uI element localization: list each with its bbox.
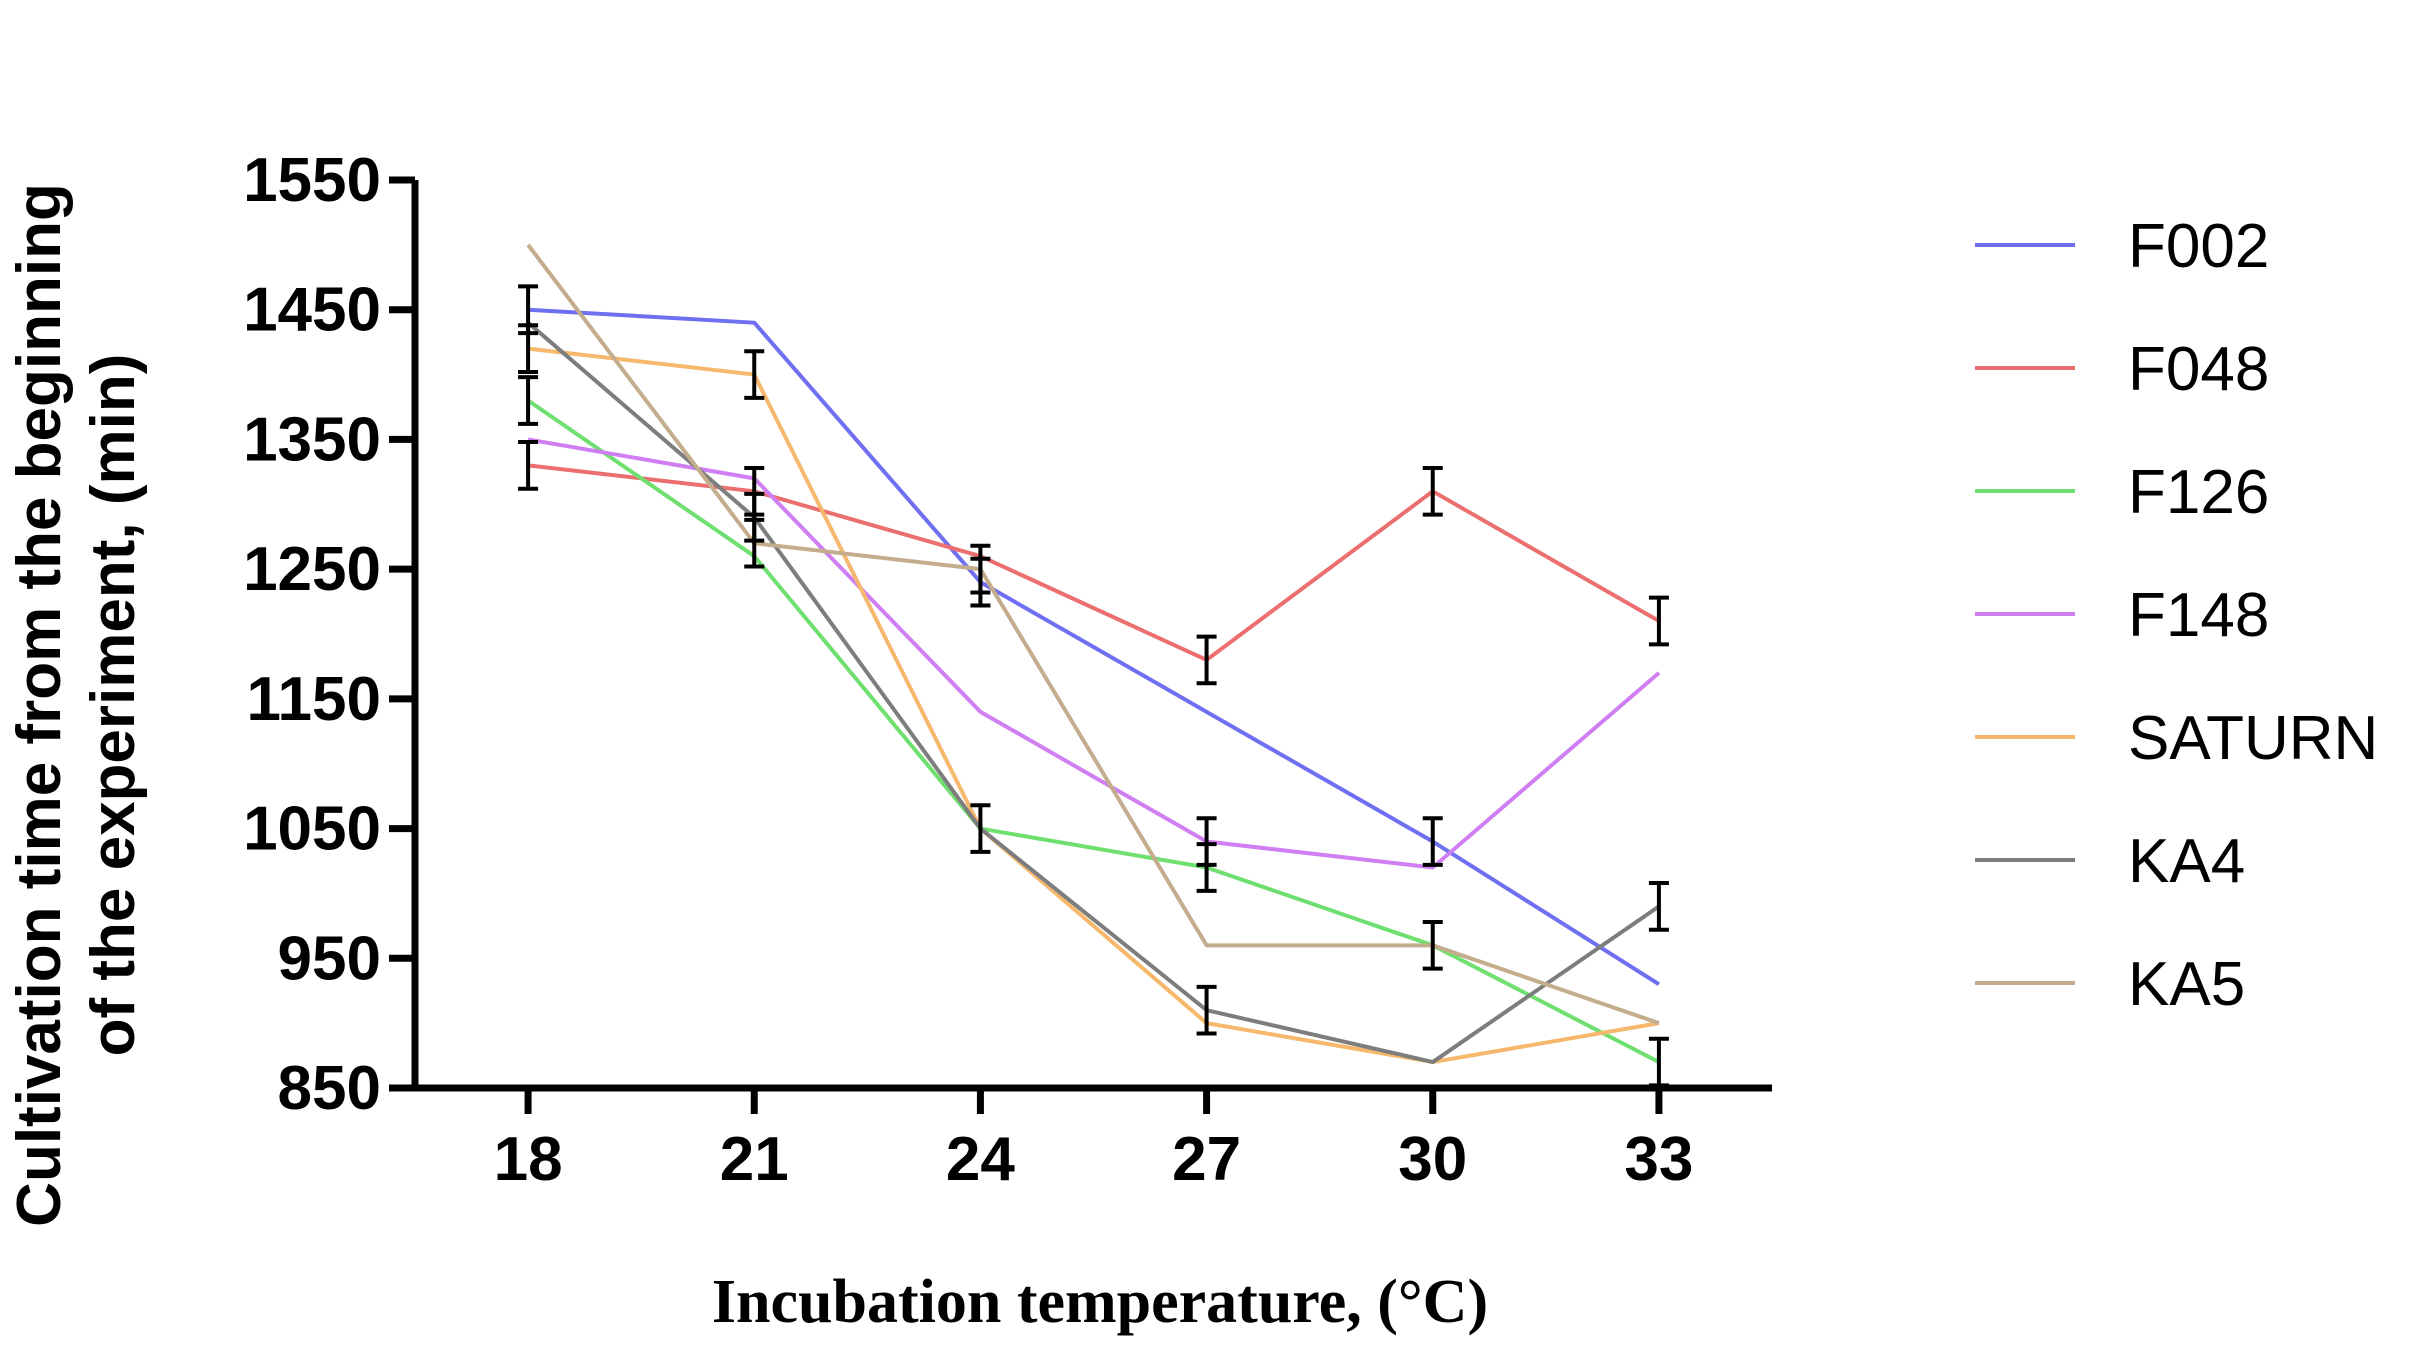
error-bar (744, 517, 765, 569)
y-tick-label: 1150 (246, 665, 381, 734)
legend: F002 F048 F126 F148 SATURN KA4 KA5 (1975, 212, 2378, 1019)
error-bar (1422, 816, 1443, 867)
y-tick-label: 1350 (243, 405, 381, 474)
legend-item-saturn: SATURN (1975, 704, 2378, 773)
y-tick-label: 1450 (243, 276, 381, 345)
legend-item-ka5: KA5 (1975, 950, 2245, 1019)
y-axis-title-line-1: Cultivation time from the beginning (5, 183, 74, 1227)
error-bar (518, 323, 539, 374)
series-lines (526, 243, 1661, 1065)
error-bar (1196, 634, 1217, 686)
legend-item-ka4: KA4 (1975, 827, 2245, 896)
legend-label: F148 (2128, 581, 2269, 650)
error-bar (1648, 1036, 1669, 1088)
y-tick-label: 850 (278, 1054, 381, 1123)
error-bar (970, 803, 991, 854)
error-bar (1196, 842, 1217, 893)
legend-label: KA4 (2128, 827, 2245, 896)
x-tick-label: 30 (1398, 1125, 1467, 1194)
error-bar (518, 440, 539, 491)
error-bar (744, 349, 765, 400)
legend-label: F002 (2128, 212, 2269, 281)
error-bar (970, 556, 991, 608)
legend-item-f002: F002 (1975, 212, 2269, 281)
error-bar (1196, 984, 1217, 1036)
series-line-ka4 (526, 321, 1661, 1065)
error-bar (1422, 465, 1443, 517)
x-tick-label: 24 (946, 1125, 1015, 1194)
x-tick-label: 27 (1172, 1125, 1241, 1194)
legend-label: SATURN (2128, 704, 2378, 773)
series-line-f002 (527, 307, 1660, 986)
error-bar (518, 375, 539, 426)
legend-item-f048: F048 (1975, 335, 2269, 404)
x-axis-title: Incubation temperature, (°C) (712, 1268, 1488, 1336)
legend-label: F048 (2128, 335, 2269, 404)
series-line-ka5 (526, 243, 1660, 1026)
x-tick-label: 21 (720, 1125, 789, 1194)
y-axis-title-line-2: of the experiment, (min) (79, 354, 148, 1057)
error-bar (1648, 595, 1669, 647)
x-tick-label: 33 (1624, 1125, 1693, 1194)
y-tick-label: 1050 (243, 795, 381, 864)
y-tick-label: 1250 (243, 535, 381, 604)
y-axis-ticks: 850 950 1050 1150 1250 1350 1450 1550 (243, 146, 415, 1123)
legend-item-f148: F148 (1975, 581, 2269, 650)
y-tick-label: 1550 (243, 146, 381, 215)
series-line-f126 (526, 398, 1660, 1064)
error-bar (1422, 919, 1443, 971)
x-axis-ticks: 18 21 24 27 30 33 (494, 1088, 1693, 1194)
series-line-f048 (527, 463, 1660, 662)
series-line-f148 (527, 437, 1661, 870)
series-line-saturn (527, 346, 1660, 1065)
legend-label: F126 (2128, 458, 2269, 527)
y-tick-label: 950 (278, 924, 381, 993)
x-tick-label: 18 (494, 1125, 563, 1194)
error-bar (1648, 881, 1669, 932)
error-bars (518, 284, 1669, 1088)
legend-label: KA5 (2128, 950, 2245, 1019)
y-axis-title: Cultivation time from the beginning of t… (5, 183, 148, 1227)
legend-item-f126: F126 (1975, 458, 2269, 527)
